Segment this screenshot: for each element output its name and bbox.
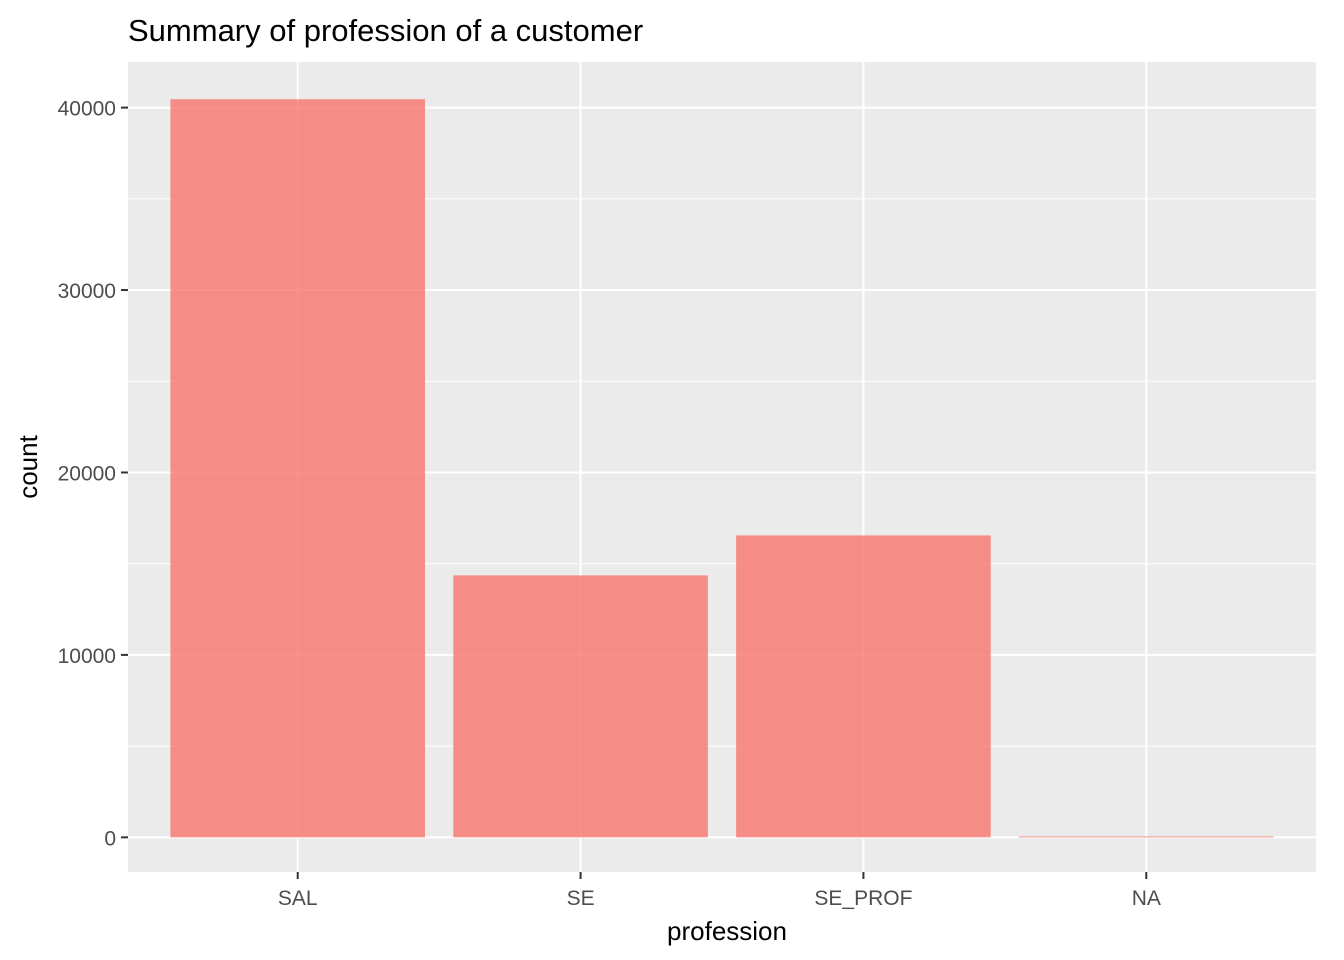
x-axis-title: profession <box>667 916 787 946</box>
y-tick-label: 20000 <box>58 462 116 485</box>
bar-na <box>1019 836 1274 838</box>
bars <box>170 99 1274 838</box>
bar-se-prof <box>736 535 991 838</box>
x-tick-label: NA <box>1132 887 1161 910</box>
y-tick-label: 0 <box>104 827 116 850</box>
x-tick-label: SE_PROF <box>814 887 912 910</box>
chart-title: Summary of profession of a customer <box>128 13 643 48</box>
bar-sal <box>170 99 425 838</box>
x-tick-label: SAL <box>278 887 318 910</box>
y-tick-label: 10000 <box>58 645 116 668</box>
y-axis-ticks: 0 10000 20000 30000 40000 <box>58 98 128 850</box>
x-tick-label: SE <box>567 887 595 910</box>
x-axis-ticks: SAL SE SE_PROF NA <box>278 872 1161 910</box>
bar-se <box>453 575 708 838</box>
y-axis-title: count <box>13 434 43 498</box>
y-tick-label: 40000 <box>58 98 116 121</box>
y-tick-label: 30000 <box>58 280 116 303</box>
